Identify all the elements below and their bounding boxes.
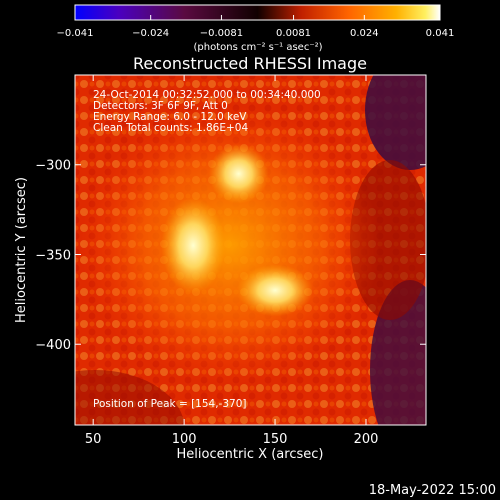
peak-position-label: Position of Peak = [154,-370]	[93, 398, 247, 410]
colorbar-tick-label: 0.024	[350, 28, 379, 39]
annotation-line: 24-Oct-2014 00:32:52.000 to 00:34:40.000	[93, 89, 321, 101]
x-axis-label: Heliocentric X (arcsec)	[177, 447, 324, 462]
annotation-line: Energy Range: 6.0 - 12.0 keV	[93, 111, 247, 123]
y-axis-ticks: −300 −350 −400	[35, 159, 426, 353]
footer-timestamp: 18-May-2022 15:00	[369, 483, 496, 498]
bright-source	[237, 264, 314, 317]
y-tick-label: −350	[35, 248, 71, 263]
bright-source	[161, 197, 226, 294]
annotation-line: Clean Total counts: 1.86E+04	[93, 122, 248, 134]
y-tick-label: −400	[35, 338, 71, 353]
x-tick-label: 50	[85, 432, 102, 447]
x-axis-ticks: 50 100 150 200	[85, 75, 378, 447]
y-axis-label: Heliocentric Y (arcsec)	[14, 177, 29, 323]
plot-frame	[74, 74, 427, 426]
colorbar-tick-label: −0.0081	[200, 28, 243, 39]
colorbar-tick-label: 0.0081	[276, 28, 311, 39]
annotation-line: Detectors: 3F 6F 9F, Att 0	[93, 100, 228, 112]
x-tick-label: 100	[172, 432, 197, 447]
heatmap-image	[75, 75, 426, 425]
colorbar-label: (photons cm⁻² s⁻¹ asec⁻²)	[193, 42, 322, 53]
annotations: 24-Oct-2014 00:32:52.000 to 00:34:40.000…	[93, 89, 321, 410]
colorbar	[74, 4, 441, 21]
bright-source	[208, 143, 269, 204]
colorbar-tick-label: 0.041	[426, 28, 455, 39]
colorbar-tick-label: −0.041	[56, 28, 93, 39]
colorbar-tick-label: −0.024	[132, 28, 169, 39]
x-tick-label: 200	[354, 432, 379, 447]
x-tick-label: 150	[263, 432, 288, 447]
colorbar-ticks: −0.041 −0.024 −0.0081 0.0081 0.024 0.041	[56, 15, 454, 39]
chart-title: Reconstructed RHESSI Image	[133, 54, 367, 73]
y-tick-label: −300	[35, 159, 71, 174]
